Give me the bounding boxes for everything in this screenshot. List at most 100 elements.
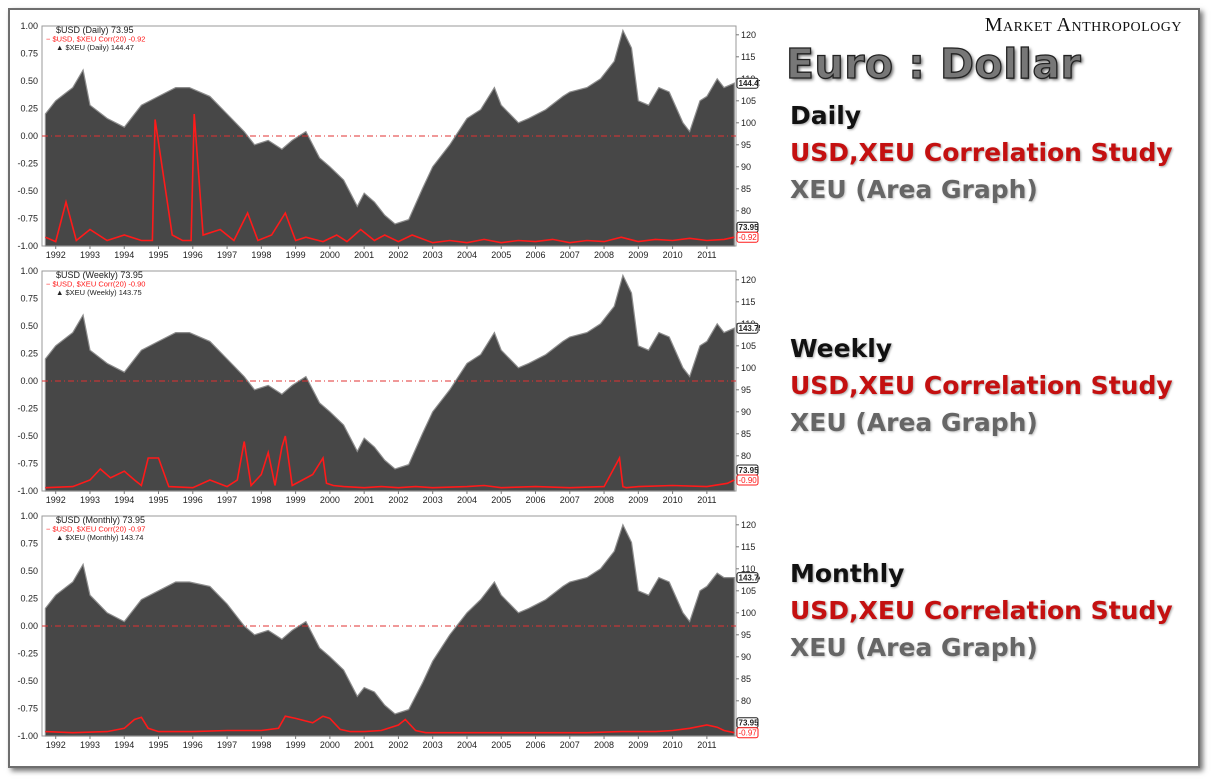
right-axis-tick-label: 85 (741, 429, 751, 439)
right-axis-tick-label: 100 (741, 608, 756, 618)
right-axis-tick-label: 85 (741, 674, 751, 684)
right-axis-tick-label: 110 (741, 564, 755, 574)
left-axis-tick-label: 0.25 (20, 104, 38, 114)
left-axis-tick-label: -0.25 (17, 649, 38, 659)
right-axis-tick-label: 100 (741, 118, 756, 128)
x-axis-tick-label: 1996 (183, 740, 203, 750)
right-axis-tick-label: 90 (741, 652, 751, 662)
right-axis-tick-label: 105 (741, 341, 756, 351)
page-title: Euro : Dollar (785, 39, 1082, 88)
x-axis-tick-label: 1992 (46, 495, 66, 505)
legend-entry: ▲ $XEU (Weekly) 143.75 (56, 288, 142, 297)
left-axis-tick-label: -0.50 (17, 186, 38, 196)
x-axis-tick-label: 2003 (423, 495, 443, 505)
right-axis-tick-label: 100 (741, 363, 756, 373)
x-axis-tick-label: 1996 (183, 495, 203, 505)
x-axis-tick-label: 2011 (697, 250, 716, 260)
left-axis-tick-label: -1.00 (17, 731, 38, 741)
x-axis-tick-label: 2000 (320, 250, 340, 260)
x-axis-tick-label: 2002 (388, 250, 408, 260)
right-axis-tick-label: 105 (741, 96, 756, 106)
left-axis-tick-label: 0.00 (20, 131, 38, 141)
right-axis-tick-label: 120 (741, 275, 756, 285)
left-axis-tick-label: 0.75 (20, 539, 38, 549)
xeu-area-series (44, 28, 735, 247)
legend-block-monthly: Monthly USD,XEU Correlation Study XEU (A… (790, 555, 1173, 666)
left-axis-tick-label: 1.00 (20, 511, 38, 521)
correlation-series (45, 715, 735, 734)
left-axis-tick-label: 0.50 (20, 566, 38, 576)
x-axis-tick-label: 1999 (286, 740, 306, 750)
x-axis-tick-label: 1995 (149, 740, 169, 750)
x-axis-tick-label: 1997 (217, 250, 237, 260)
last-value-box (736, 727, 759, 739)
x-axis-tick-label: 2005 (491, 250, 511, 260)
left-axis-tick-label: -0.75 (17, 704, 38, 714)
legend-entry: ▲ $XEU (Daily) 144.47 (56, 43, 134, 52)
last-value-box (736, 231, 759, 243)
x-axis-tick-label: 1993 (80, 495, 100, 505)
x-axis-tick-label: 2004 (457, 740, 477, 750)
left-axis-tick-label: 0.50 (20, 76, 38, 86)
x-axis-tick-label: 2005 (491, 495, 511, 505)
right-axis-tick-label: 95 (741, 385, 751, 395)
left-axis-tick-label: 0.00 (20, 621, 38, 631)
xeu-area-series (44, 523, 735, 737)
correlation-study-label: USD,XEU Correlation Study (790, 371, 1173, 400)
right-axis-tick-label: 115 (741, 52, 755, 62)
chart-svg-monthly: 1.00 0.75 0.50 0.25 0.00 -0.25 -0.50 -0.75 -1.00… (17, 511, 761, 750)
legend-entry: $USD (Daily) 73.95 (56, 25, 134, 35)
x-axis-tick-label: 2004 (457, 250, 477, 260)
left-axis-tick-label: -1.00 (17, 486, 38, 496)
left-axis-tick-label: -0.75 (17, 214, 38, 224)
xeu-area-series (44, 273, 735, 492)
x-axis-tick-label: 2010 (663, 495, 683, 505)
x-axis-tick-label: 1992 (46, 250, 66, 260)
legend-entry: $USD (Weekly) 73.95 (56, 270, 143, 280)
left-axis-tick-label: -0.75 (17, 459, 38, 469)
x-axis-tick-label: 1993 (80, 250, 100, 260)
x-axis-tick-label: 2002 (388, 495, 408, 505)
last-value-label: 73.95 (739, 719, 760, 728)
last-value-box (736, 572, 759, 584)
legend-entry: − $USD, $XEU Corr(20) -0.97 (46, 525, 145, 534)
area-graph-label: XEU (Area Graph) (790, 633, 1038, 662)
last-value-box (736, 474, 759, 486)
correlation-study-label: USD,XEU Correlation Study (790, 138, 1173, 167)
last-value-box (736, 322, 759, 334)
right-axis-tick-label: 85 (741, 184, 751, 194)
x-axis-tick-label: 2002 (388, 740, 408, 750)
x-axis-tick-label: 2011 (697, 495, 716, 505)
right-axis-tick-label: 120 (741, 520, 756, 530)
timeframe-label: Daily (790, 101, 862, 130)
area-graph-label: XEU (Area Graph) (790, 408, 1038, 437)
x-axis-tick-label: 2009 (628, 250, 648, 260)
x-axis-tick-label: 1994 (114, 740, 134, 750)
right-axis-tick-label: 115 (741, 297, 755, 307)
correlation-series (45, 435, 735, 489)
left-axis-tick-label: 0.75 (20, 49, 38, 59)
x-axis-tick-label: 2008 (594, 740, 614, 750)
x-axis-tick-label: 2009 (628, 740, 648, 750)
right-axis-tick-label: 80 (741, 451, 751, 461)
last-value-label: 144.47 (739, 79, 761, 88)
right-axis-tick-label: 105 (741, 586, 756, 596)
x-axis-tick-label: 1996 (183, 250, 203, 260)
last-value-label: -0.97 (739, 729, 758, 738)
chart-panel-monthly: 1.00 0.75 0.50 0.25 0.00 -0.25 -0.50 -0.75 -1.00… (16, 508, 760, 758)
x-axis-tick-label: 2008 (594, 495, 614, 505)
left-axis-tick-label: 0.25 (20, 594, 38, 604)
right-axis-tick-label: 95 (741, 140, 751, 150)
x-axis-tick-label: 2011 (697, 740, 716, 750)
x-axis-tick-label: 1998 (251, 740, 271, 750)
last-value-label: 73.95 (739, 223, 760, 232)
x-axis-tick-label: 1999 (286, 250, 306, 260)
x-axis-tick-label: 1998 (251, 250, 271, 260)
last-value-label: 143.74 (739, 574, 761, 583)
x-axis-tick-label: 2001 (354, 495, 374, 505)
x-axis-tick-label: 2000 (320, 740, 340, 750)
right-axis-tick-label: 90 (741, 407, 751, 417)
left-axis-tick-label: 0.75 (20, 294, 38, 304)
x-axis-tick-label: 2010 (663, 250, 683, 260)
legend-entry: − $USD, $XEU Corr(20) -0.92 (46, 35, 145, 44)
